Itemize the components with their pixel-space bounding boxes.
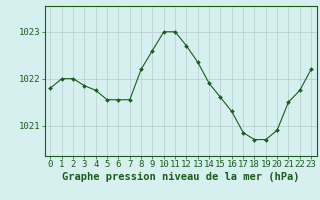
- X-axis label: Graphe pression niveau de la mer (hPa): Graphe pression niveau de la mer (hPa): [62, 172, 300, 182]
